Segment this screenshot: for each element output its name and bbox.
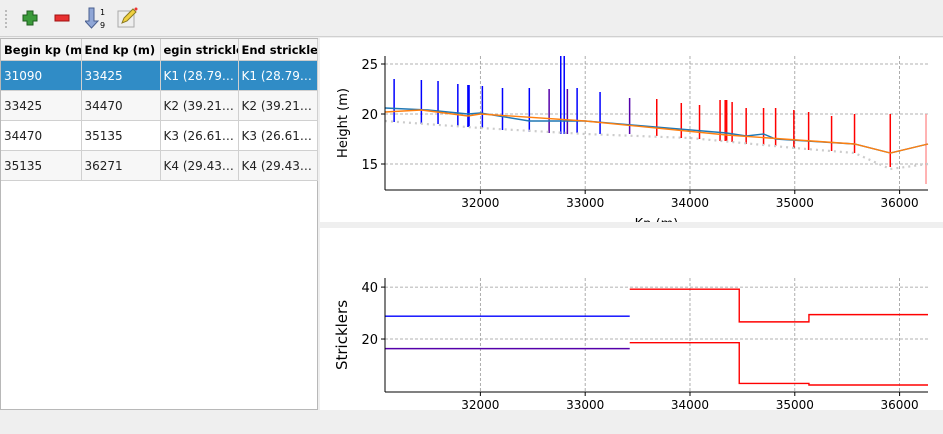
series-line <box>384 109 929 154</box>
x-tick-label: 36000 <box>881 398 919 410</box>
y-tick-label: 20 <box>361 333 378 348</box>
x-tick-label: 34000 <box>671 196 709 210</box>
table-cell[interactable]: 36271 <box>81 150 161 181</box>
table-cell[interactable]: 31090 <box>1 60 82 91</box>
y-tick-label: 25 <box>361 58 378 73</box>
table-cell[interactable]: K1 (28.79… <box>160 60 239 91</box>
column-header-begin-kp[interactable]: Begin kp (m) <box>1 39 82 61</box>
table-cell[interactable]: K4 (29.43… <box>160 150 239 181</box>
svg-text:1: 1 <box>100 8 105 17</box>
strickler-plot: 32000330003400035000360002040Kp (m)Stric… <box>320 228 943 410</box>
table-cell[interactable]: K3 (26.61… <box>160 120 239 151</box>
table-row[interactable]: 31090 33425 K1 (28.79… K1 (28.79… <box>1 60 318 91</box>
status-bar <box>0 412 943 434</box>
table-cell[interactable]: 34470 <box>81 90 161 121</box>
reach-table: Begin kp (m) End kp (m) egin strickle En… <box>1 39 318 181</box>
reach-table-panel: Begin kp (m) End kp (m) egin strickle En… <box>0 38 318 410</box>
plots-panel: 32000 33000 34000 35000 36000 15 20 25 Kp (m) Hei… <box>320 38 943 410</box>
x-tick-label: 33000 <box>566 398 604 410</box>
table-row[interactable]: 34470 35135 K3 (26.61… K3 (26.61… <box>1 120 318 151</box>
table-cell[interactable]: K4 (29.43… <box>238 150 318 181</box>
svg-text:9: 9 <box>100 21 105 30</box>
series-line <box>629 341 928 386</box>
table-cell[interactable]: K1 (28.79… <box>238 60 318 91</box>
add-row-button[interactable] <box>18 6 42 30</box>
x-tick-label: 32000 <box>461 398 499 410</box>
toolbar-grip[interactable] <box>5 10 10 28</box>
remove-icon <box>54 14 70 22</box>
height-plot: 32000 33000 34000 35000 36000 15 20 25 Kp (m) Hei… <box>320 38 943 222</box>
y-axis-label: Height (m) <box>336 88 351 158</box>
table-row[interactable]: 33425 34470 K2 (39.21… K2 (39.21… <box>1 90 318 121</box>
x-tick-label: 35000 <box>776 398 814 410</box>
column-header-begin-strickler[interactable]: egin strickle <box>160 39 239 61</box>
table-cell[interactable]: 35135 <box>81 120 161 151</box>
x-tick-label: 34000 <box>671 398 709 410</box>
table-cell[interactable]: K2 (39.21… <box>160 90 239 121</box>
y-tick-label: 15 <box>361 158 378 173</box>
remove-row-button[interactable] <box>50 6 74 30</box>
x-tick-label: 36000 <box>881 196 919 210</box>
table-cell[interactable]: 33425 <box>1 90 82 121</box>
edit-button[interactable] <box>115 6 139 30</box>
table-cell[interactable]: 33425 <box>81 60 161 91</box>
column-header-end-strickler[interactable]: End strickler <box>238 39 318 61</box>
table-cell[interactable]: 35135 <box>1 150 82 181</box>
column-header-end-kp[interactable]: End kp (m) <box>81 39 161 61</box>
x-axis-label: Kp (m) <box>635 217 679 222</box>
series-line <box>629 288 928 323</box>
x-tick-label: 33000 <box>566 196 604 210</box>
plot-splitter[interactable] <box>320 222 943 228</box>
x-tick-label: 32000 <box>461 196 499 210</box>
sort-icon: 19 <box>85 7 105 30</box>
table-row[interactable]: 35135 36271 K4 (29.43… K4 (29.43… <box>1 150 318 181</box>
table-cell[interactable]: 34470 <box>1 120 82 151</box>
y-tick-label: 20 <box>361 108 378 123</box>
table-cell[interactable]: K3 (26.61… <box>238 120 318 151</box>
y-axis-label: Stricklers <box>333 300 351 370</box>
table-cell[interactable]: K2 (39.21… <box>238 90 318 121</box>
x-tick-label: 35000 <box>776 196 814 210</box>
add-icon <box>22 10 38 26</box>
y-tick-label: 40 <box>361 281 378 296</box>
edit-icon <box>117 7 138 28</box>
